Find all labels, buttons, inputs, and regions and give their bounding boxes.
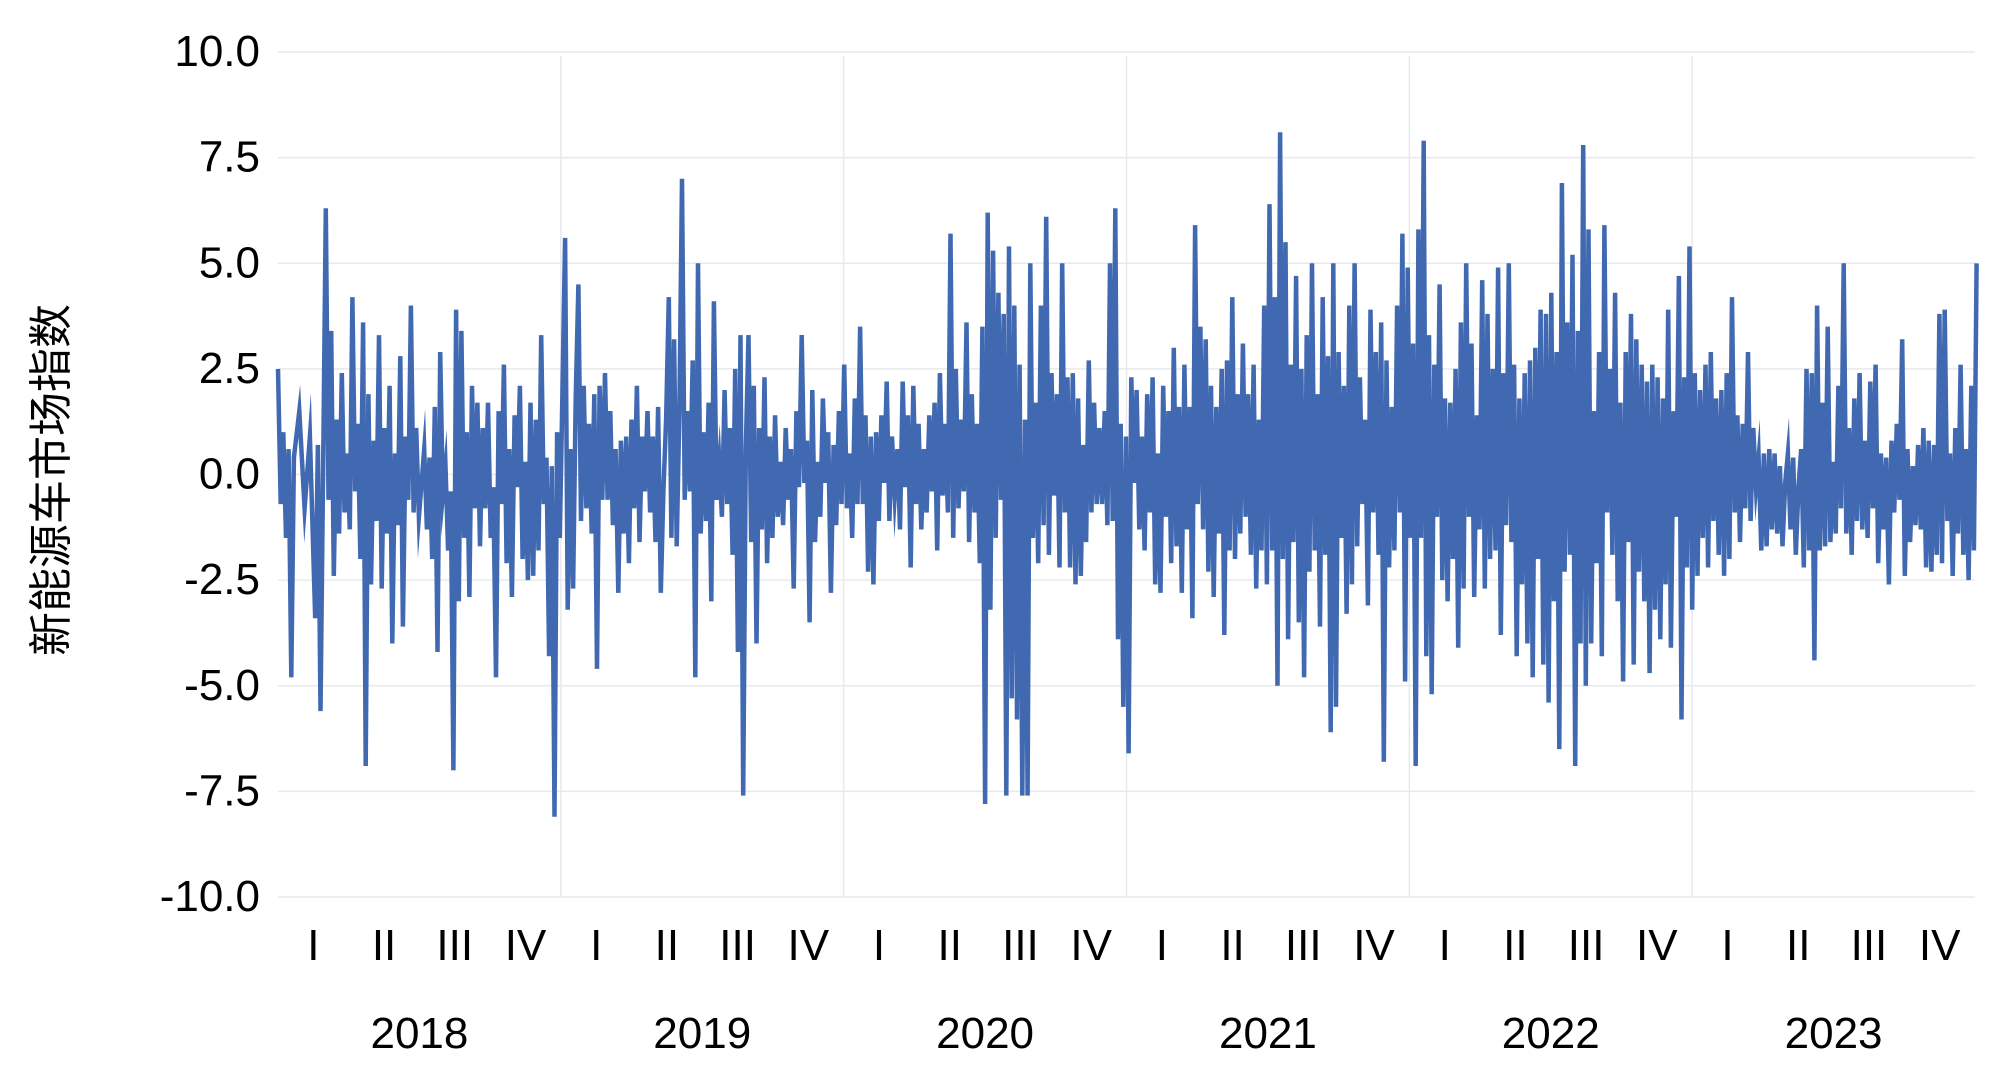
x-tick-quarter-label: IV xyxy=(505,921,547,970)
x-tick-year-label: 2018 xyxy=(370,1009,468,1058)
x-tick-quarter-label: II xyxy=(1503,921,1527,970)
x-tick-quarter-label: IV xyxy=(1919,921,1961,970)
y-tick-label: 5.0 xyxy=(199,238,260,287)
x-tick-quarter-label: II xyxy=(1786,921,1810,970)
x-tick-year-label: 2019 xyxy=(653,1009,751,1058)
x-tick-quarter-label: I xyxy=(873,921,885,970)
x-tick-quarter-label: I xyxy=(590,921,602,970)
series-layer xyxy=(275,132,1979,817)
y-tick-label: 2.5 xyxy=(199,344,260,393)
x-tick-quarter-label: II xyxy=(938,921,962,970)
x-tick-year-label: 2020 xyxy=(936,1009,1034,1058)
x-tick-quarter-label: I xyxy=(1721,921,1733,970)
x-tick-quarter-label: III xyxy=(719,921,756,970)
x-tick-year-label: 2021 xyxy=(1219,1009,1317,1058)
y-tick-label: -2.5 xyxy=(184,555,260,604)
y-tick-label: -7.5 xyxy=(184,766,260,815)
x-tick-quarter-label: III xyxy=(1568,921,1605,970)
x-tick-quarter-label: I xyxy=(1439,921,1451,970)
x-tick-quarter-label: III xyxy=(1285,921,1322,970)
x-tick-quarter-label: IV xyxy=(1636,921,1678,970)
y-axis-label: 新能源车市场指数 xyxy=(26,304,77,656)
y-tick-label: -10.0 xyxy=(160,872,260,921)
y-tick-label: 7.5 xyxy=(199,133,260,182)
x-tick-quarter-label: II xyxy=(655,921,679,970)
x-tick-quarter-label: I xyxy=(1156,921,1168,970)
x-tick-quarter-label: II xyxy=(372,921,396,970)
x-tick-quarter-label: II xyxy=(1220,921,1244,970)
x-tick-year-label: 2023 xyxy=(1785,1009,1883,1058)
y-tick-label: 0.0 xyxy=(199,450,260,499)
y-axis-tick-labels: 10.0 7.5 5.0 2.5 0.0 -2.5 -5.0 -7.5 -10.0 xyxy=(160,27,260,921)
x-tick-quarter-label: III xyxy=(436,921,473,970)
y-tick-label: 10.0 xyxy=(174,27,260,76)
x-tick-quarter-label: IV xyxy=(1353,921,1395,970)
x-tick-quarter-label: IV xyxy=(1070,921,1112,970)
series-line-0 xyxy=(275,132,1979,817)
x-tick-quarter-label: I xyxy=(307,921,319,970)
y-tick-label: -5.0 xyxy=(184,661,260,710)
x-tick-year-label: 2022 xyxy=(1502,1009,1600,1058)
x-tick-quarter-label: III xyxy=(1851,921,1888,970)
x-tick-quarter-label: IV xyxy=(788,921,830,970)
x-tick-quarter-label: III xyxy=(1002,921,1039,970)
